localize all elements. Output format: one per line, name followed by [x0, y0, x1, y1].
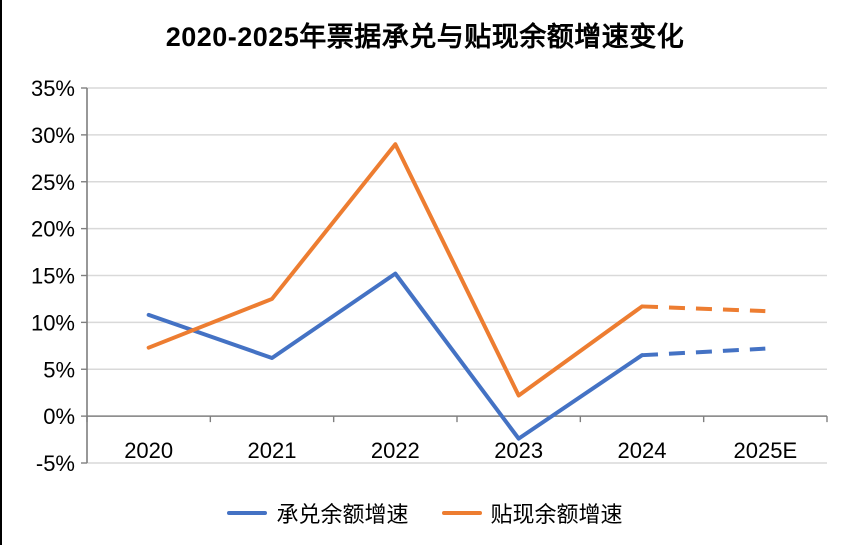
y-axis-tick-label: 20% — [31, 217, 75, 242]
x-axis-category-label: 2024 — [618, 438, 667, 463]
x-axis-category-label: 2020 — [124, 438, 173, 463]
series-1-forecast-line — [641, 304, 766, 314]
x-axis-category-label: 2022 — [371, 438, 420, 463]
legend-label: 贴现余额增速 — [490, 502, 623, 527]
x-axis-category-label: 2023 — [494, 438, 543, 463]
legend-line-swatch — [227, 511, 268, 515]
y-axis-tick-label: 5% — [43, 357, 75, 382]
y-axis-tick-label: -5% — [36, 451, 75, 476]
y-axis-tick-label: 15% — [31, 264, 75, 289]
legend-item: 承兑余额增速 — [227, 497, 409, 529]
x-axis-category-label: 2021 — [248, 438, 297, 463]
chart-legend: 承兑余额增速 贴现余额增速 — [2, 497, 848, 529]
chart-title: 2020-2025年票据承兑与贴现余额增速变化 — [165, 22, 685, 52]
series-0-solid-line — [146, 271, 644, 441]
y-axis-tick-label: 25% — [31, 170, 75, 195]
series-0-forecast-line — [641, 346, 766, 358]
y-axis-tick-label: 35% — [31, 76, 75, 101]
legend-label: 承兑余额增速 — [276, 502, 409, 527]
series-1-solid-line — [146, 142, 644, 398]
y-axis-tick-label: 30% — [31, 123, 75, 148]
y-axis-tick-label: 0% — [43, 404, 75, 429]
legend-item: 贴现余额增速 — [441, 497, 623, 529]
x-axis-category-label: 2025E — [734, 438, 798, 463]
y-axis-tick-label: 10% — [31, 310, 75, 335]
legend-line-swatch — [441, 511, 482, 515]
